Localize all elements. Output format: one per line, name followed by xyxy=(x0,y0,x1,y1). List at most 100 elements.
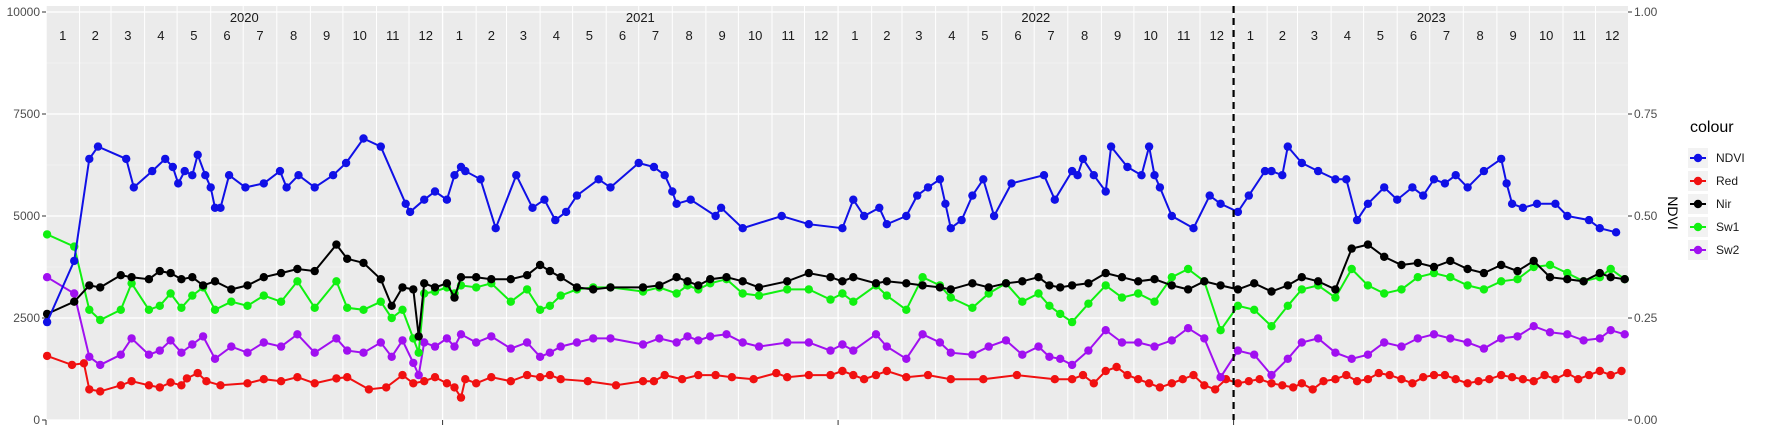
data-point-red xyxy=(1089,379,1099,388)
data-point-ndvi xyxy=(1352,215,1362,225)
data-point-sw1 xyxy=(826,295,835,304)
data-point-ndvi xyxy=(1216,199,1225,208)
data-point-nir xyxy=(902,279,911,288)
data-point-sw1 xyxy=(127,279,136,288)
data-point-sw2 xyxy=(506,344,515,353)
data-point-nir xyxy=(1200,277,1209,286)
plot-panel xyxy=(46,6,1628,420)
data-point-ndvi xyxy=(1144,142,1154,151)
data-point-sw1 xyxy=(398,305,407,314)
legend: colour NDVI Red Nir Sw1 Sw2 xyxy=(1688,119,1745,260)
data-point-sw1 xyxy=(1056,309,1065,319)
data-point-sw2 xyxy=(1363,350,1373,359)
month-label: 10 xyxy=(1143,28,1157,43)
data-point-ndvi xyxy=(672,199,681,208)
data-point-sw1 xyxy=(210,305,220,314)
data-point-nir xyxy=(535,260,545,270)
data-point-red xyxy=(456,393,466,402)
data-point-ndvi xyxy=(1205,191,1214,200)
data-point-sw2 xyxy=(1233,346,1243,355)
data-point-sw2 xyxy=(450,342,459,351)
data-point-ndvi xyxy=(206,183,215,192)
month-label: 9 xyxy=(719,28,726,43)
data-point-sw2 xyxy=(672,338,681,347)
data-point-nir xyxy=(155,266,164,276)
data-point-sw2 xyxy=(409,358,418,368)
data-point-nir xyxy=(70,297,79,306)
data-point-ndvi xyxy=(310,183,319,192)
data-point-sw1 xyxy=(1101,281,1110,290)
y-tick-label-left: 5000 xyxy=(13,209,40,223)
data-point-sw2 xyxy=(85,352,94,361)
data-point-red xyxy=(243,379,252,388)
data-point-red xyxy=(1200,381,1209,390)
data-point-red xyxy=(1540,370,1549,380)
data-point-nir xyxy=(332,240,341,249)
data-point-red xyxy=(1178,375,1187,384)
data-point-sw2 xyxy=(572,338,582,347)
data-point-sw2 xyxy=(1595,334,1605,343)
data-point-sw1 xyxy=(376,297,385,306)
data-point-red xyxy=(849,370,858,380)
data-point-nir xyxy=(227,285,236,294)
data-point-ndvi xyxy=(405,207,415,217)
data-point-ndvi xyxy=(1595,224,1605,233)
data-point-sw1 xyxy=(1529,262,1538,272)
data-point-sw1 xyxy=(968,303,977,312)
data-point-nir xyxy=(754,283,764,292)
data-point-red xyxy=(310,379,319,388)
data-point-nir xyxy=(166,268,175,278)
data-point-sw2 xyxy=(1297,338,1307,347)
data-point-nir xyxy=(849,273,858,282)
data-point-red xyxy=(522,370,532,380)
data-point-red xyxy=(783,373,792,382)
legend-title: colour xyxy=(1690,119,1734,136)
data-point-sw1 xyxy=(556,291,565,300)
data-point-sw2 xyxy=(293,330,302,339)
y-axis-title-right: NDVI xyxy=(1665,196,1681,229)
data-point-ndvi xyxy=(660,171,669,180)
data-point-sw2 xyxy=(946,348,955,357)
data-point-red xyxy=(430,373,440,382)
data-point-sw2 xyxy=(783,338,792,347)
data-point-nir xyxy=(310,266,319,276)
data-point-ndvi xyxy=(85,154,94,164)
data-point-red xyxy=(420,377,429,386)
axis-layer: 0 2500 5000 7500 10000 0.00 0.25 0.50 0.75 1.00 ND… xyxy=(7,5,1681,427)
data-point-ndvi xyxy=(668,187,677,196)
data-point-nir xyxy=(376,275,385,284)
year-label: 2020 xyxy=(230,10,259,25)
data-point-nir xyxy=(589,285,598,294)
data-point-nir xyxy=(1101,268,1110,278)
data-point-sw2 xyxy=(332,334,341,343)
month-label: 1 xyxy=(1247,28,1254,43)
data-point-red xyxy=(638,377,648,386)
month-label: 10 xyxy=(1539,28,1553,43)
data-point-sw1 xyxy=(227,297,236,306)
month-label: 8 xyxy=(685,28,692,43)
data-point-ndvi xyxy=(442,195,452,204)
data-point-ndvi xyxy=(551,215,560,225)
data-point-ndvi xyxy=(804,220,813,229)
data-point-ndvi xyxy=(1419,191,1428,200)
data-point-sw2 xyxy=(1563,330,1572,339)
month-label: 9 xyxy=(1510,28,1517,43)
data-point-red xyxy=(556,375,565,384)
series-sw2 xyxy=(42,273,1629,382)
month-label: 7 xyxy=(256,28,263,43)
data-point-nir xyxy=(276,268,286,278)
data-point-red xyxy=(1342,370,1351,380)
data-point-ndvi xyxy=(540,195,549,204)
data-point-ndvi xyxy=(430,187,440,196)
data-point-sw2 xyxy=(430,342,440,351)
month-label: 12 xyxy=(1605,28,1619,43)
month-label: 8 xyxy=(1476,28,1483,43)
data-point-red xyxy=(711,370,720,380)
month-label: 11 xyxy=(1572,28,1586,43)
data-point-nir xyxy=(343,254,352,263)
month-label: 4 xyxy=(1344,28,1351,43)
data-point-red xyxy=(1463,379,1472,388)
data-point-nir xyxy=(556,273,565,282)
data-point-red xyxy=(1574,375,1583,384)
month-label: 3 xyxy=(1311,28,1318,43)
